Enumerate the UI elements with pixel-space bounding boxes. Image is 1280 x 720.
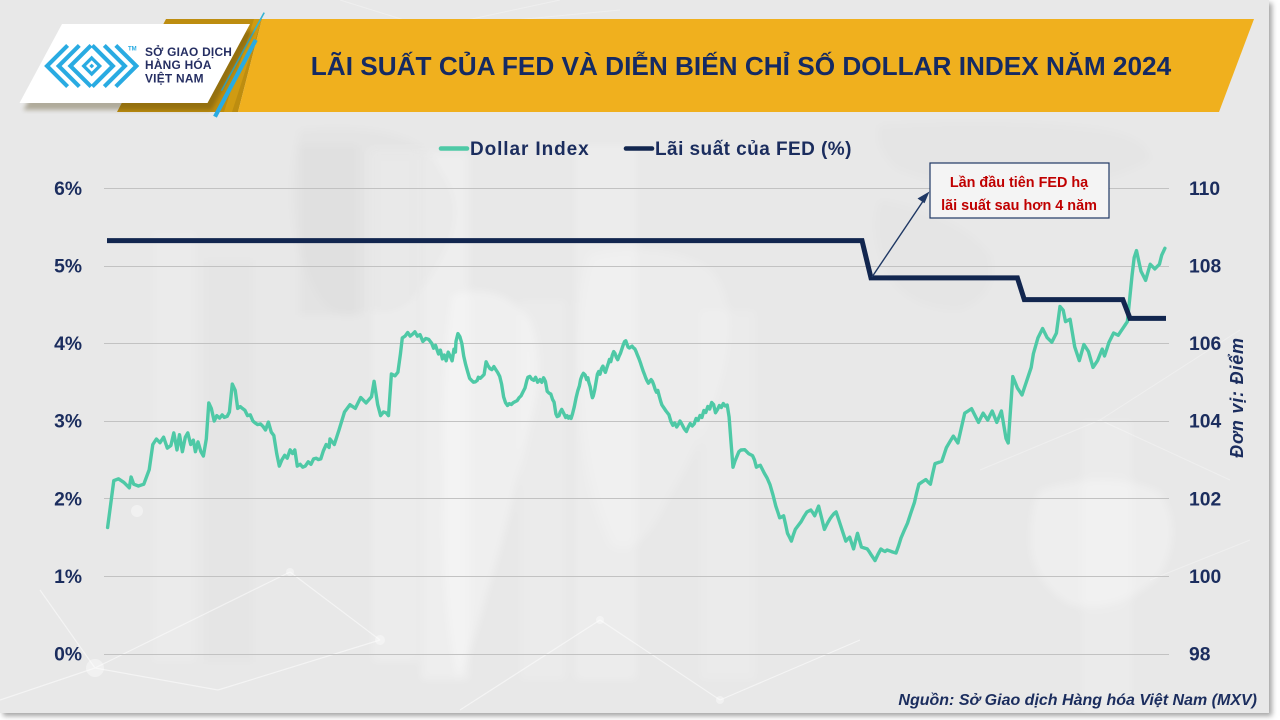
svg-text:110: 110 bbox=[1189, 179, 1220, 200]
svg-text:Nguồn: Sở Giao dịch Hàng hóa: Nguồn: Sở Giao dịch Hàng hóa Việt Nam (M… bbox=[898, 692, 1257, 709]
svg-text:LÃI SUẤT CỦA FED VÀ DIỄN BIẾN: LÃI SUẤT CỦA FED VÀ DIỄN BIẾN CHỈ SỐ DOL… bbox=[311, 51, 1172, 81]
svg-text:Đơn vị: Điểm: Đơn vị: Điểm bbox=[1227, 337, 1247, 458]
svg-text:5%: 5% bbox=[54, 256, 82, 277]
svg-text:6%: 6% bbox=[54, 179, 82, 200]
svg-text:HÀNG HÓA: HÀNG HÓA bbox=[145, 57, 212, 72]
svg-text:lãi suất sau hơn 4 năm: lãi suất sau hơn 4 năm bbox=[941, 198, 1097, 214]
svg-text:Lần đầu tiên FED hạ: Lần đầu tiên FED hạ bbox=[950, 175, 1089, 191]
svg-text:98: 98 bbox=[1189, 645, 1211, 666]
svg-text:2%: 2% bbox=[54, 489, 82, 510]
svg-text:100: 100 bbox=[1189, 567, 1221, 588]
svg-text:3%: 3% bbox=[54, 412, 82, 433]
svg-text:1%: 1% bbox=[54, 567, 82, 588]
svg-text:108: 108 bbox=[1189, 256, 1221, 277]
svg-text:SỞ GIAO DỊCH: SỞ GIAO DỊCH bbox=[145, 44, 232, 59]
svg-text:VIỆT NAM: VIỆT NAM bbox=[145, 71, 204, 86]
svg-text:4%: 4% bbox=[54, 334, 82, 355]
svg-text:Lãi suất của FED (%): Lãi suất của FED (%) bbox=[655, 139, 852, 160]
svg-text:0%: 0% bbox=[54, 645, 82, 666]
svg-text:104: 104 bbox=[1189, 412, 1221, 433]
svg-text:TM: TM bbox=[128, 47, 137, 53]
svg-text:102: 102 bbox=[1189, 489, 1221, 510]
svg-text:Dollar Index: Dollar Index bbox=[470, 139, 590, 160]
svg-text:106: 106 bbox=[1189, 334, 1221, 355]
